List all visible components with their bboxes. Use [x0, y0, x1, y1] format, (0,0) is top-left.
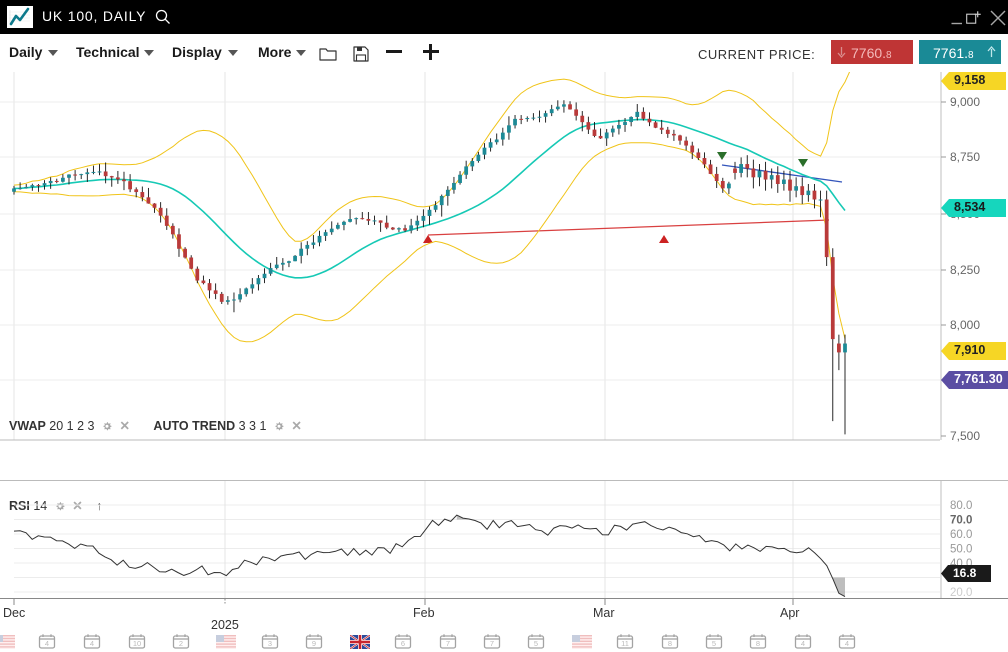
svg-text:9,000: 9,000 — [950, 95, 980, 109]
svg-text:7: 7 — [490, 639, 494, 648]
svg-text:9: 9 — [312, 639, 316, 648]
svg-text:5: 5 — [712, 639, 716, 648]
svg-text:8: 8 — [668, 639, 672, 648]
svg-text:8,250: 8,250 — [950, 263, 980, 277]
svg-text:4: 4 — [90, 639, 94, 648]
svg-text:11: 11 — [621, 639, 629, 648]
svg-text:8,750: 8,750 — [950, 150, 980, 164]
svg-text:70.0: 70.0 — [950, 515, 972, 527]
svg-text:3: 3 — [268, 639, 272, 648]
svg-text:10: 10 — [133, 639, 141, 648]
svg-text:6: 6 — [401, 639, 405, 648]
svg-text:8,000: 8,000 — [950, 318, 980, 332]
svg-text:50.0: 50.0 — [950, 544, 972, 556]
svg-text:4: 4 — [801, 639, 805, 648]
svg-text:8: 8 — [756, 639, 760, 648]
svg-text:7: 7 — [446, 639, 450, 648]
svg-text:4: 4 — [845, 639, 849, 648]
svg-text:5: 5 — [534, 639, 538, 648]
svg-text:4: 4 — [45, 639, 49, 648]
svg-text:80.0: 80.0 — [950, 500, 972, 512]
svg-text:2: 2 — [179, 639, 183, 648]
svg-text:60.0: 60.0 — [950, 529, 972, 541]
svg-text:7,500: 7,500 — [950, 429, 980, 443]
